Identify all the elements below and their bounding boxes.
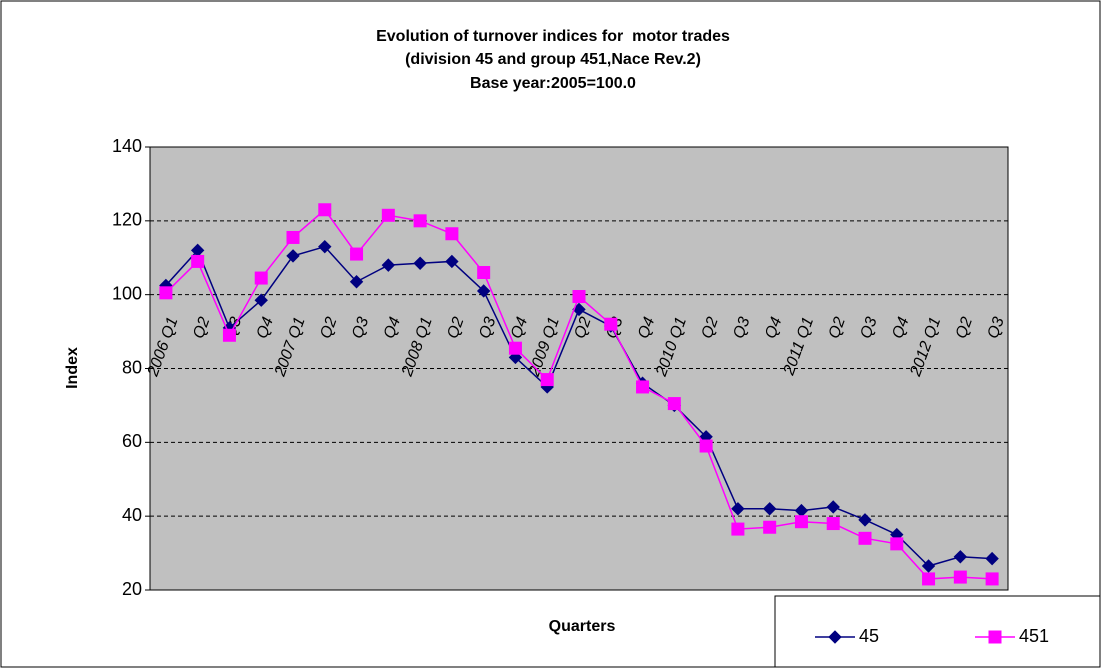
- x-tick-label: Q3: [857, 315, 880, 341]
- legend: [774, 595, 1101, 668]
- data-point: [477, 266, 491, 280]
- data-point: [318, 239, 332, 254]
- x-tick-label: Q4: [508, 315, 531, 341]
- data-point: [540, 373, 554, 387]
- y-tick-label: 20: [122, 579, 142, 599]
- data-point: [254, 271, 268, 285]
- y-tick-label: 60: [122, 431, 142, 451]
- x-tick-label: Q2: [699, 315, 722, 341]
- x-tick-label: Q3: [349, 315, 372, 341]
- data-point: [254, 293, 268, 307]
- x-tick-label: Q2: [953, 315, 976, 341]
- x-tick-label: Q2: [571, 315, 594, 341]
- y-tick-label: 80: [122, 357, 142, 377]
- data-point: [667, 397, 681, 411]
- data-point: [222, 328, 236, 342]
- y-tick-label: 140: [112, 136, 142, 156]
- data-point: [731, 522, 745, 536]
- data-point: [476, 284, 491, 298]
- data-point: [508, 341, 522, 355]
- y-tick-label: 100: [112, 283, 142, 303]
- data-point: [988, 630, 1002, 644]
- data-point: [858, 531, 872, 545]
- data-point: [699, 439, 713, 453]
- data-point: [286, 249, 300, 263]
- x-tick-label: Q3: [476, 315, 499, 341]
- data-point: [985, 551, 999, 566]
- data-point: [413, 214, 427, 228]
- data-point: [286, 230, 300, 244]
- data-point: [858, 513, 872, 527]
- data-point: [350, 247, 364, 261]
- x-tick-label: Q3: [730, 315, 753, 341]
- x-tick-label: Q4: [635, 315, 658, 341]
- y-axis-title: Index: [64, 347, 81, 389]
- data-point: [985, 572, 999, 586]
- series: [159, 203, 999, 586]
- data-point: [953, 570, 967, 584]
- legend-label: 45: [859, 626, 879, 646]
- data-point: [826, 517, 840, 531]
- data-point: [763, 520, 777, 534]
- data-point: [445, 227, 459, 241]
- x-tick-label: Q3: [985, 315, 1008, 341]
- y-tick-label: 40: [122, 505, 142, 525]
- data-point: [731, 502, 745, 516]
- data-point: [413, 256, 427, 270]
- data-point: [921, 559, 936, 573]
- data-point: [922, 572, 936, 586]
- x-tick-label: Q4: [762, 315, 785, 341]
- data-point: [826, 500, 840, 514]
- data-point: [636, 380, 650, 394]
- x-tick-label: Q2: [444, 315, 467, 341]
- x-tick-label: Q2: [190, 315, 213, 341]
- data-point: [349, 275, 364, 289]
- x-tick-label: Q4: [889, 315, 912, 341]
- x-tick-label: Q2: [826, 315, 849, 341]
- x-tick-label: Q2: [317, 315, 340, 341]
- data-point: [953, 550, 968, 564]
- data-point: [890, 537, 904, 551]
- data-point: [191, 254, 205, 268]
- y-tick-label: 120: [112, 210, 142, 230]
- x-axis-title: Quarters: [549, 618, 616, 635]
- data-point: [794, 515, 808, 529]
- data-point: [572, 290, 586, 304]
- chart-title: Base year:2005=100.0: [470, 75, 636, 92]
- data-point: [604, 317, 618, 331]
- chart-title: Evolution of turnover indices for motor …: [376, 28, 730, 45]
- data-point: [762, 502, 777, 516]
- x-tick-label: Q4: [254, 315, 277, 341]
- data-point: [159, 286, 173, 300]
- data-point: [381, 258, 396, 272]
- data-point: [828, 630, 842, 644]
- data-point: [381, 208, 395, 222]
- legend-label: 451: [1019, 626, 1049, 646]
- data-point: [445, 254, 459, 269]
- chart-title: (division 45 and group 451,Nace Rev.2): [405, 51, 701, 68]
- data-point: [318, 203, 332, 217]
- x-tick-label: Q4: [381, 315, 404, 341]
